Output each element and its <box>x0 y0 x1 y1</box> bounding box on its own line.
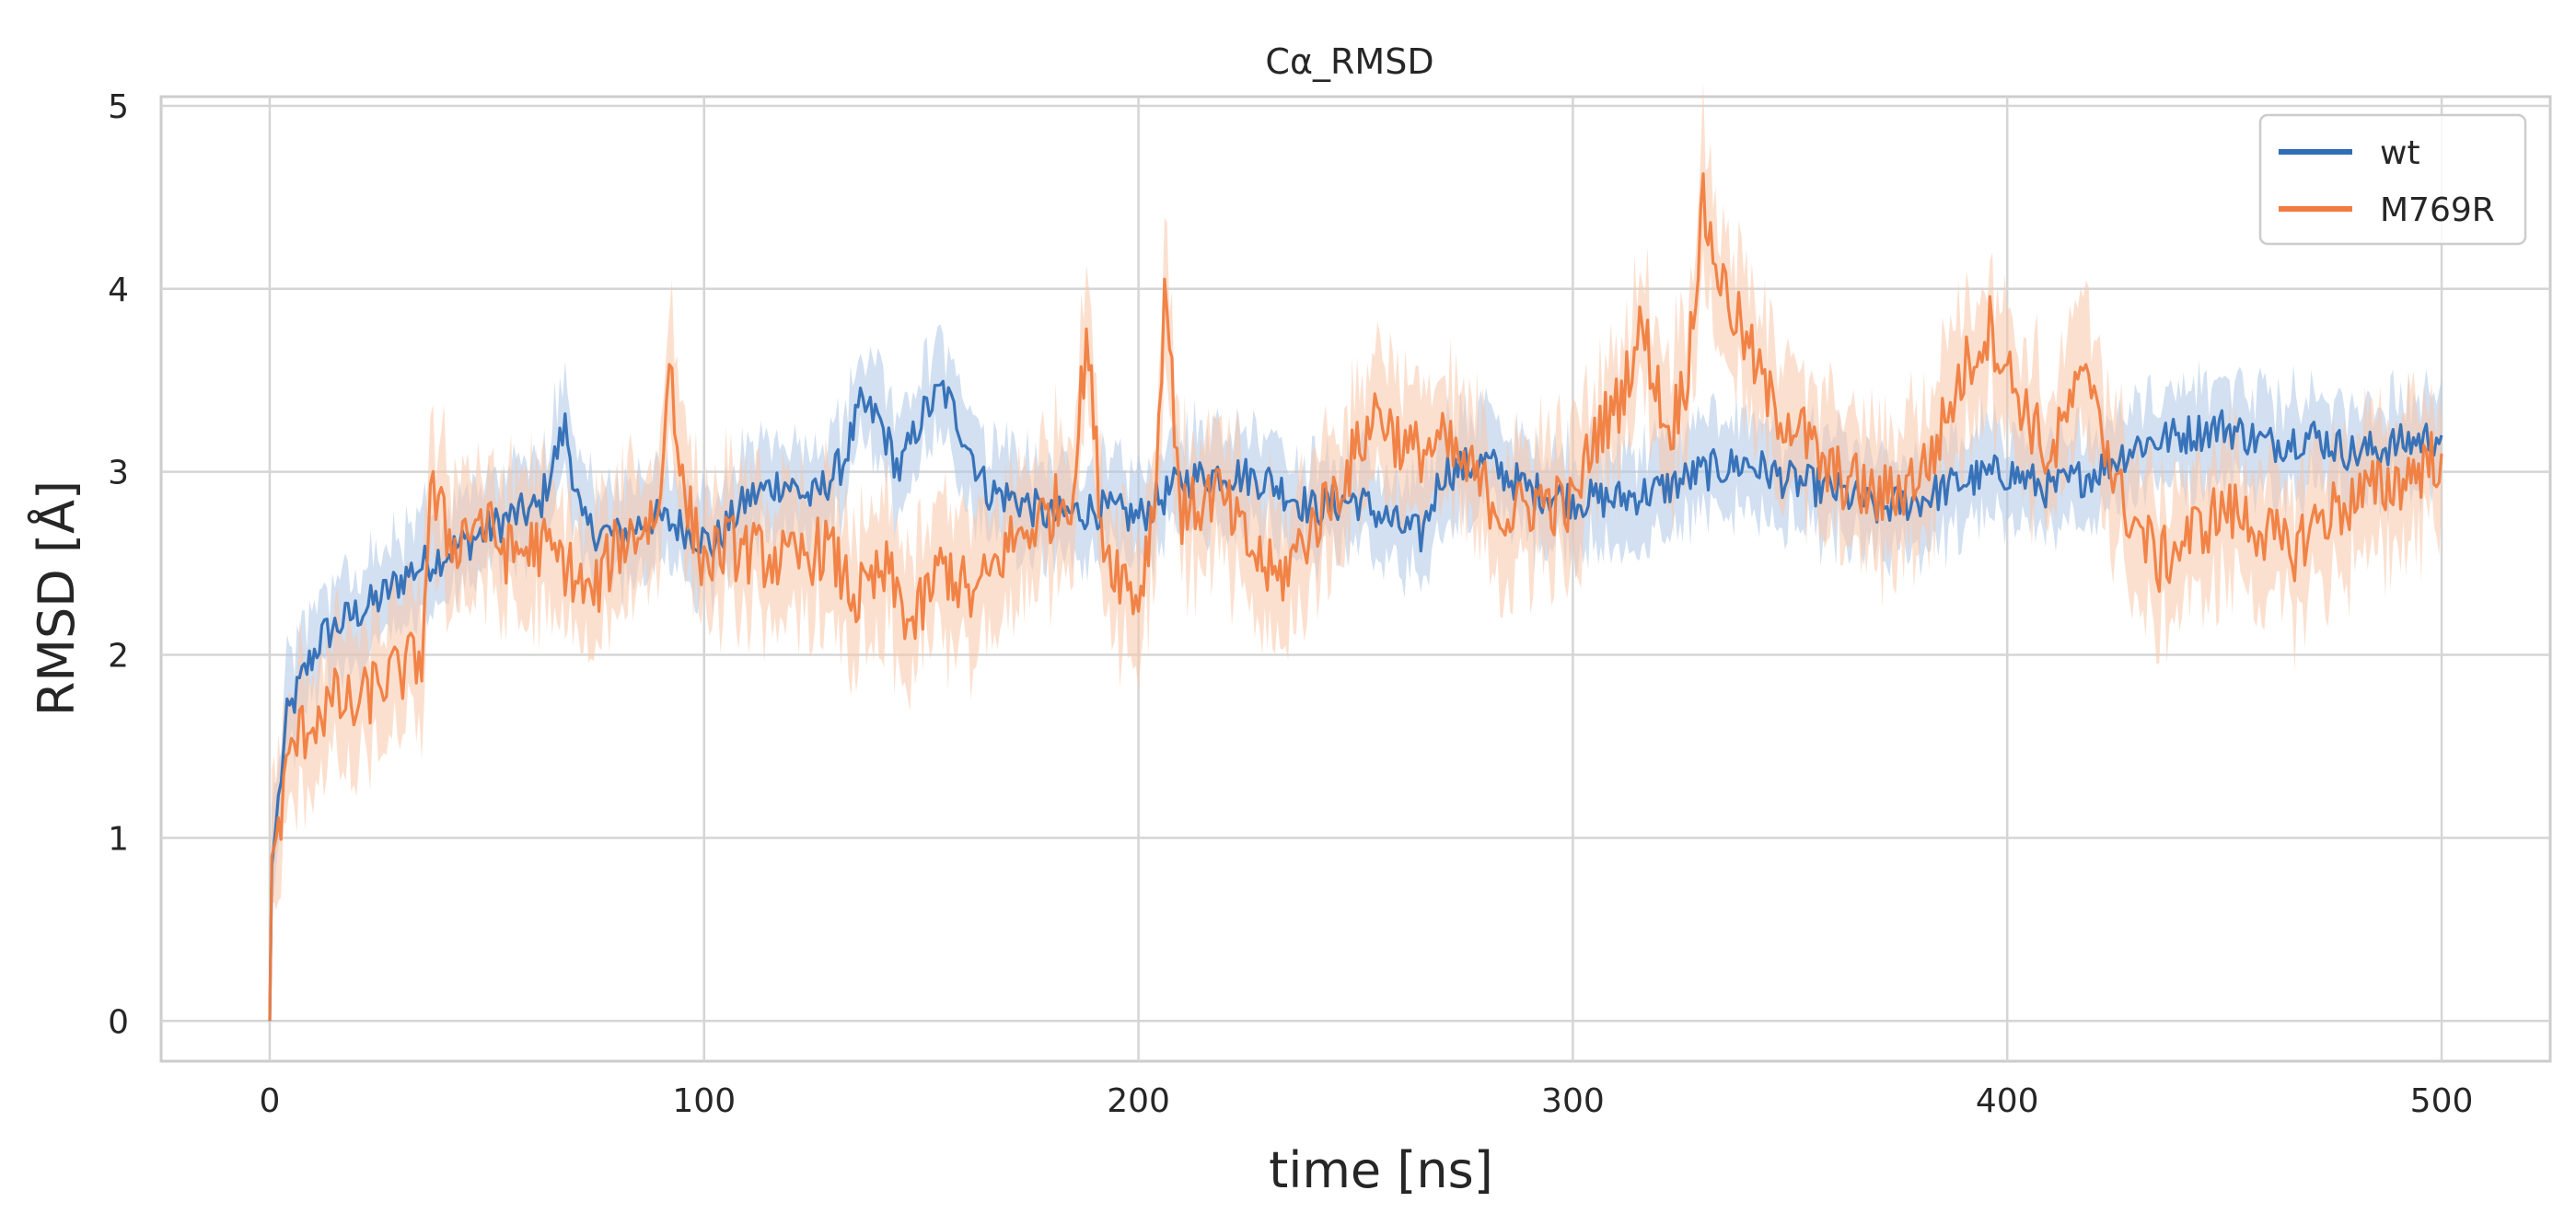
x-tick-label: 0 <box>260 1082 281 1120</box>
x-tick-label: 500 <box>2410 1082 2474 1120</box>
legend-label-wt: wt <box>2380 134 2420 172</box>
x-tick-label: 100 <box>672 1082 736 1120</box>
legend-label-M769R: M769R <box>2380 191 2495 229</box>
y-tick-label: 5 <box>108 88 129 126</box>
x-tick-label: 300 <box>1541 1082 1605 1120</box>
y-tick-label: 4 <box>108 272 129 309</box>
x-axis-label: time [ns] <box>1269 1141 1493 1199</box>
x-tick-label: 200 <box>1107 1082 1170 1120</box>
x-tick-label: 400 <box>1976 1082 2039 1120</box>
y-tick-label: 0 <box>108 1003 129 1041</box>
y-tick-label: 1 <box>108 820 129 858</box>
y-axis-label: RMSD [Å] <box>27 480 86 716</box>
legend: wt M769R <box>2258 113 2527 246</box>
series-line-M769R <box>268 172 2443 1022</box>
chart-title: Cα_RMSD <box>1265 41 1433 82</box>
y-tick-label: 3 <box>108 455 129 492</box>
y-tick-label: 2 <box>108 638 129 676</box>
